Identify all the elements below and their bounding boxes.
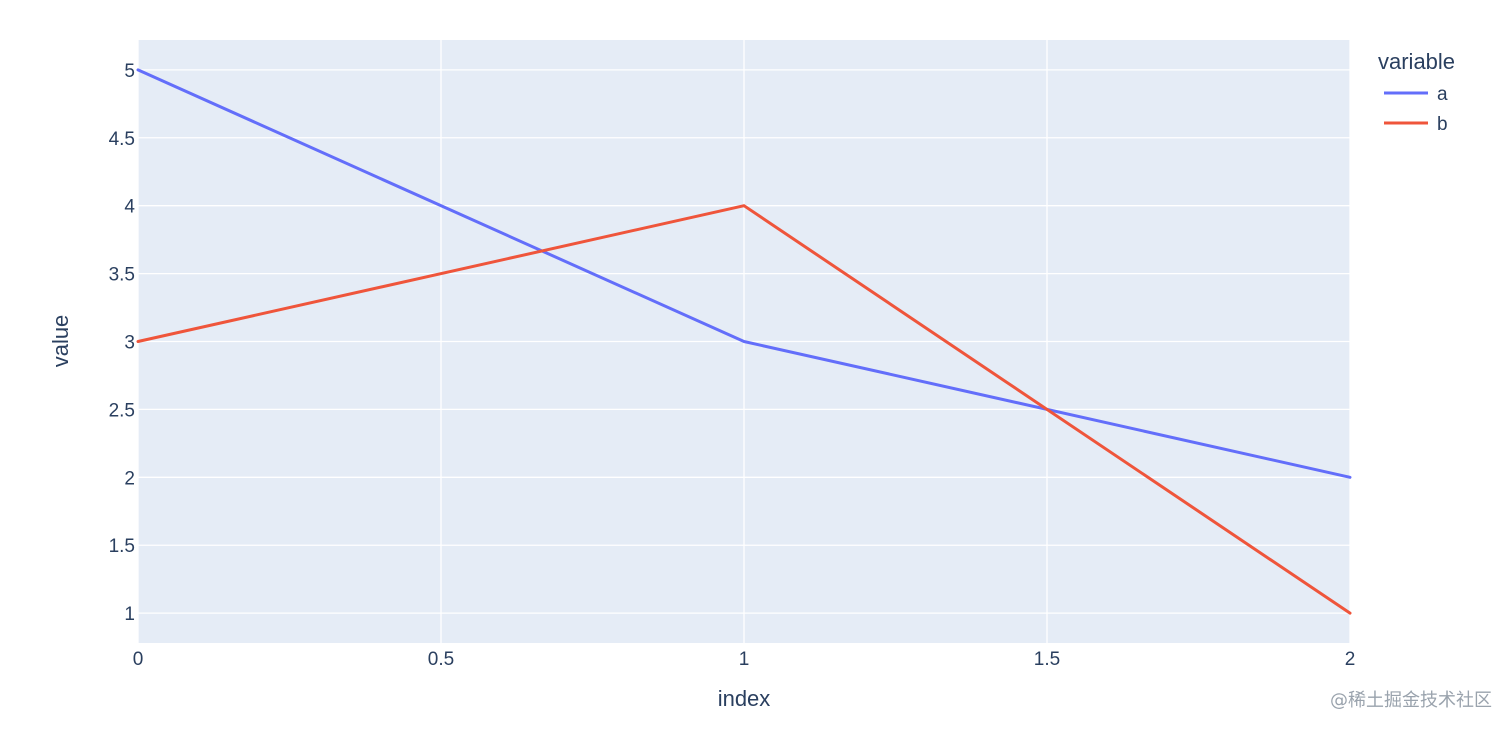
x-tick-label: 0.5 <box>428 649 454 670</box>
legend-label: a <box>1437 84 1448 105</box>
y-tick-label: 3 <box>124 333 135 354</box>
legend[interactable]: variable ab <box>1378 49 1455 135</box>
x-tick-label: 1.5 <box>1034 649 1060 670</box>
legend-label: b <box>1437 114 1448 135</box>
y-tick-label: 1.5 <box>109 536 135 557</box>
y-tick-label: 2 <box>124 468 135 489</box>
series-line-b[interactable] <box>136 204 1352 615</box>
y-tick-label: 2.5 <box>109 400 135 421</box>
y-tick-label: 3.5 <box>109 265 135 286</box>
legend-item-a[interactable]: a <box>1384 84 1448 105</box>
legend-item-b[interactable]: b <box>1384 114 1448 135</box>
series-lines <box>136 68 1352 615</box>
x-tick-label: 0 <box>133 649 144 670</box>
legend-title: variable <box>1378 49 1455 74</box>
x-tick-label: 2 <box>1345 649 1356 670</box>
y-axis-ticks: 1 1.5 2 2.5 3 3.5 4 4.5 5 <box>109 61 136 625</box>
watermark: @稀土掘金技术社区 <box>1330 690 1492 711</box>
y-tick-label: 1 <box>124 604 135 625</box>
y-tick-label: 4.5 <box>109 129 135 150</box>
x-axis-title: index <box>718 686 771 711</box>
y-tick-label: 5 <box>124 61 135 82</box>
series-line-a[interactable] <box>136 68 1352 479</box>
y-axis-title: value <box>48 315 73 368</box>
x-tick-label: 1 <box>739 649 750 670</box>
y-tick-label: 4 <box>124 197 135 218</box>
x-axis-ticks: 0 0.5 1 1.5 2 <box>133 649 1356 670</box>
